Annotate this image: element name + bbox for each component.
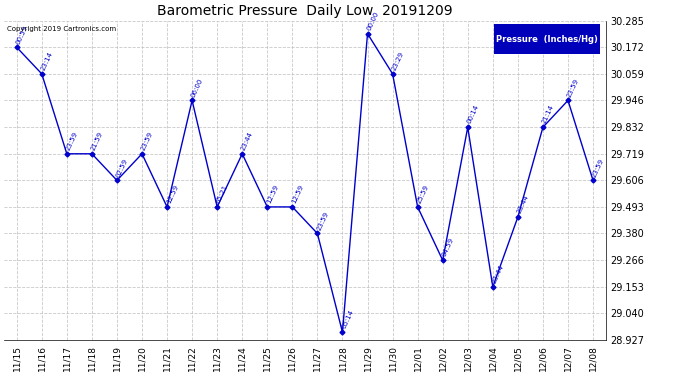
Text: 00:14: 00:14 (466, 104, 480, 125)
Text: 65:21: 65:21 (215, 184, 229, 204)
Text: 00:59: 00:59 (15, 24, 29, 45)
Text: 12:59: 12:59 (266, 184, 279, 204)
Text: 04:59: 04:59 (441, 237, 455, 258)
Text: 23:59: 23:59 (591, 157, 605, 178)
Text: 23:14: 23:14 (40, 51, 54, 72)
Text: 23:59: 23:59 (65, 130, 79, 152)
Text: 00:00: 00:00 (366, 10, 380, 31)
Text: 23:29: 23:29 (391, 51, 405, 72)
Text: 12:59: 12:59 (290, 184, 304, 204)
Text: 05:14: 05:14 (341, 309, 355, 330)
Text: Copyright 2019 Cartronics.com: Copyright 2019 Cartronics.com (7, 26, 117, 32)
Text: 23:44: 23:44 (491, 264, 505, 285)
Title: Barometric Pressure  Daily Low  20191209: Barometric Pressure Daily Low 20191209 (157, 4, 453, 18)
Text: 23:44: 23:44 (241, 131, 255, 152)
Text: 02:59: 02:59 (115, 157, 129, 178)
Text: 25:59: 25:59 (416, 184, 430, 204)
Text: 06:00: 06:00 (190, 77, 204, 98)
Text: 23:44: 23:44 (516, 194, 530, 214)
Text: 12:59: 12:59 (166, 184, 179, 204)
Text: 23:59: 23:59 (315, 210, 330, 231)
Text: 21:14: 21:14 (541, 104, 555, 125)
Text: 21:59: 21:59 (90, 130, 104, 152)
Text: 23:59: 23:59 (140, 130, 154, 152)
Text: 23:59: 23:59 (566, 77, 580, 98)
